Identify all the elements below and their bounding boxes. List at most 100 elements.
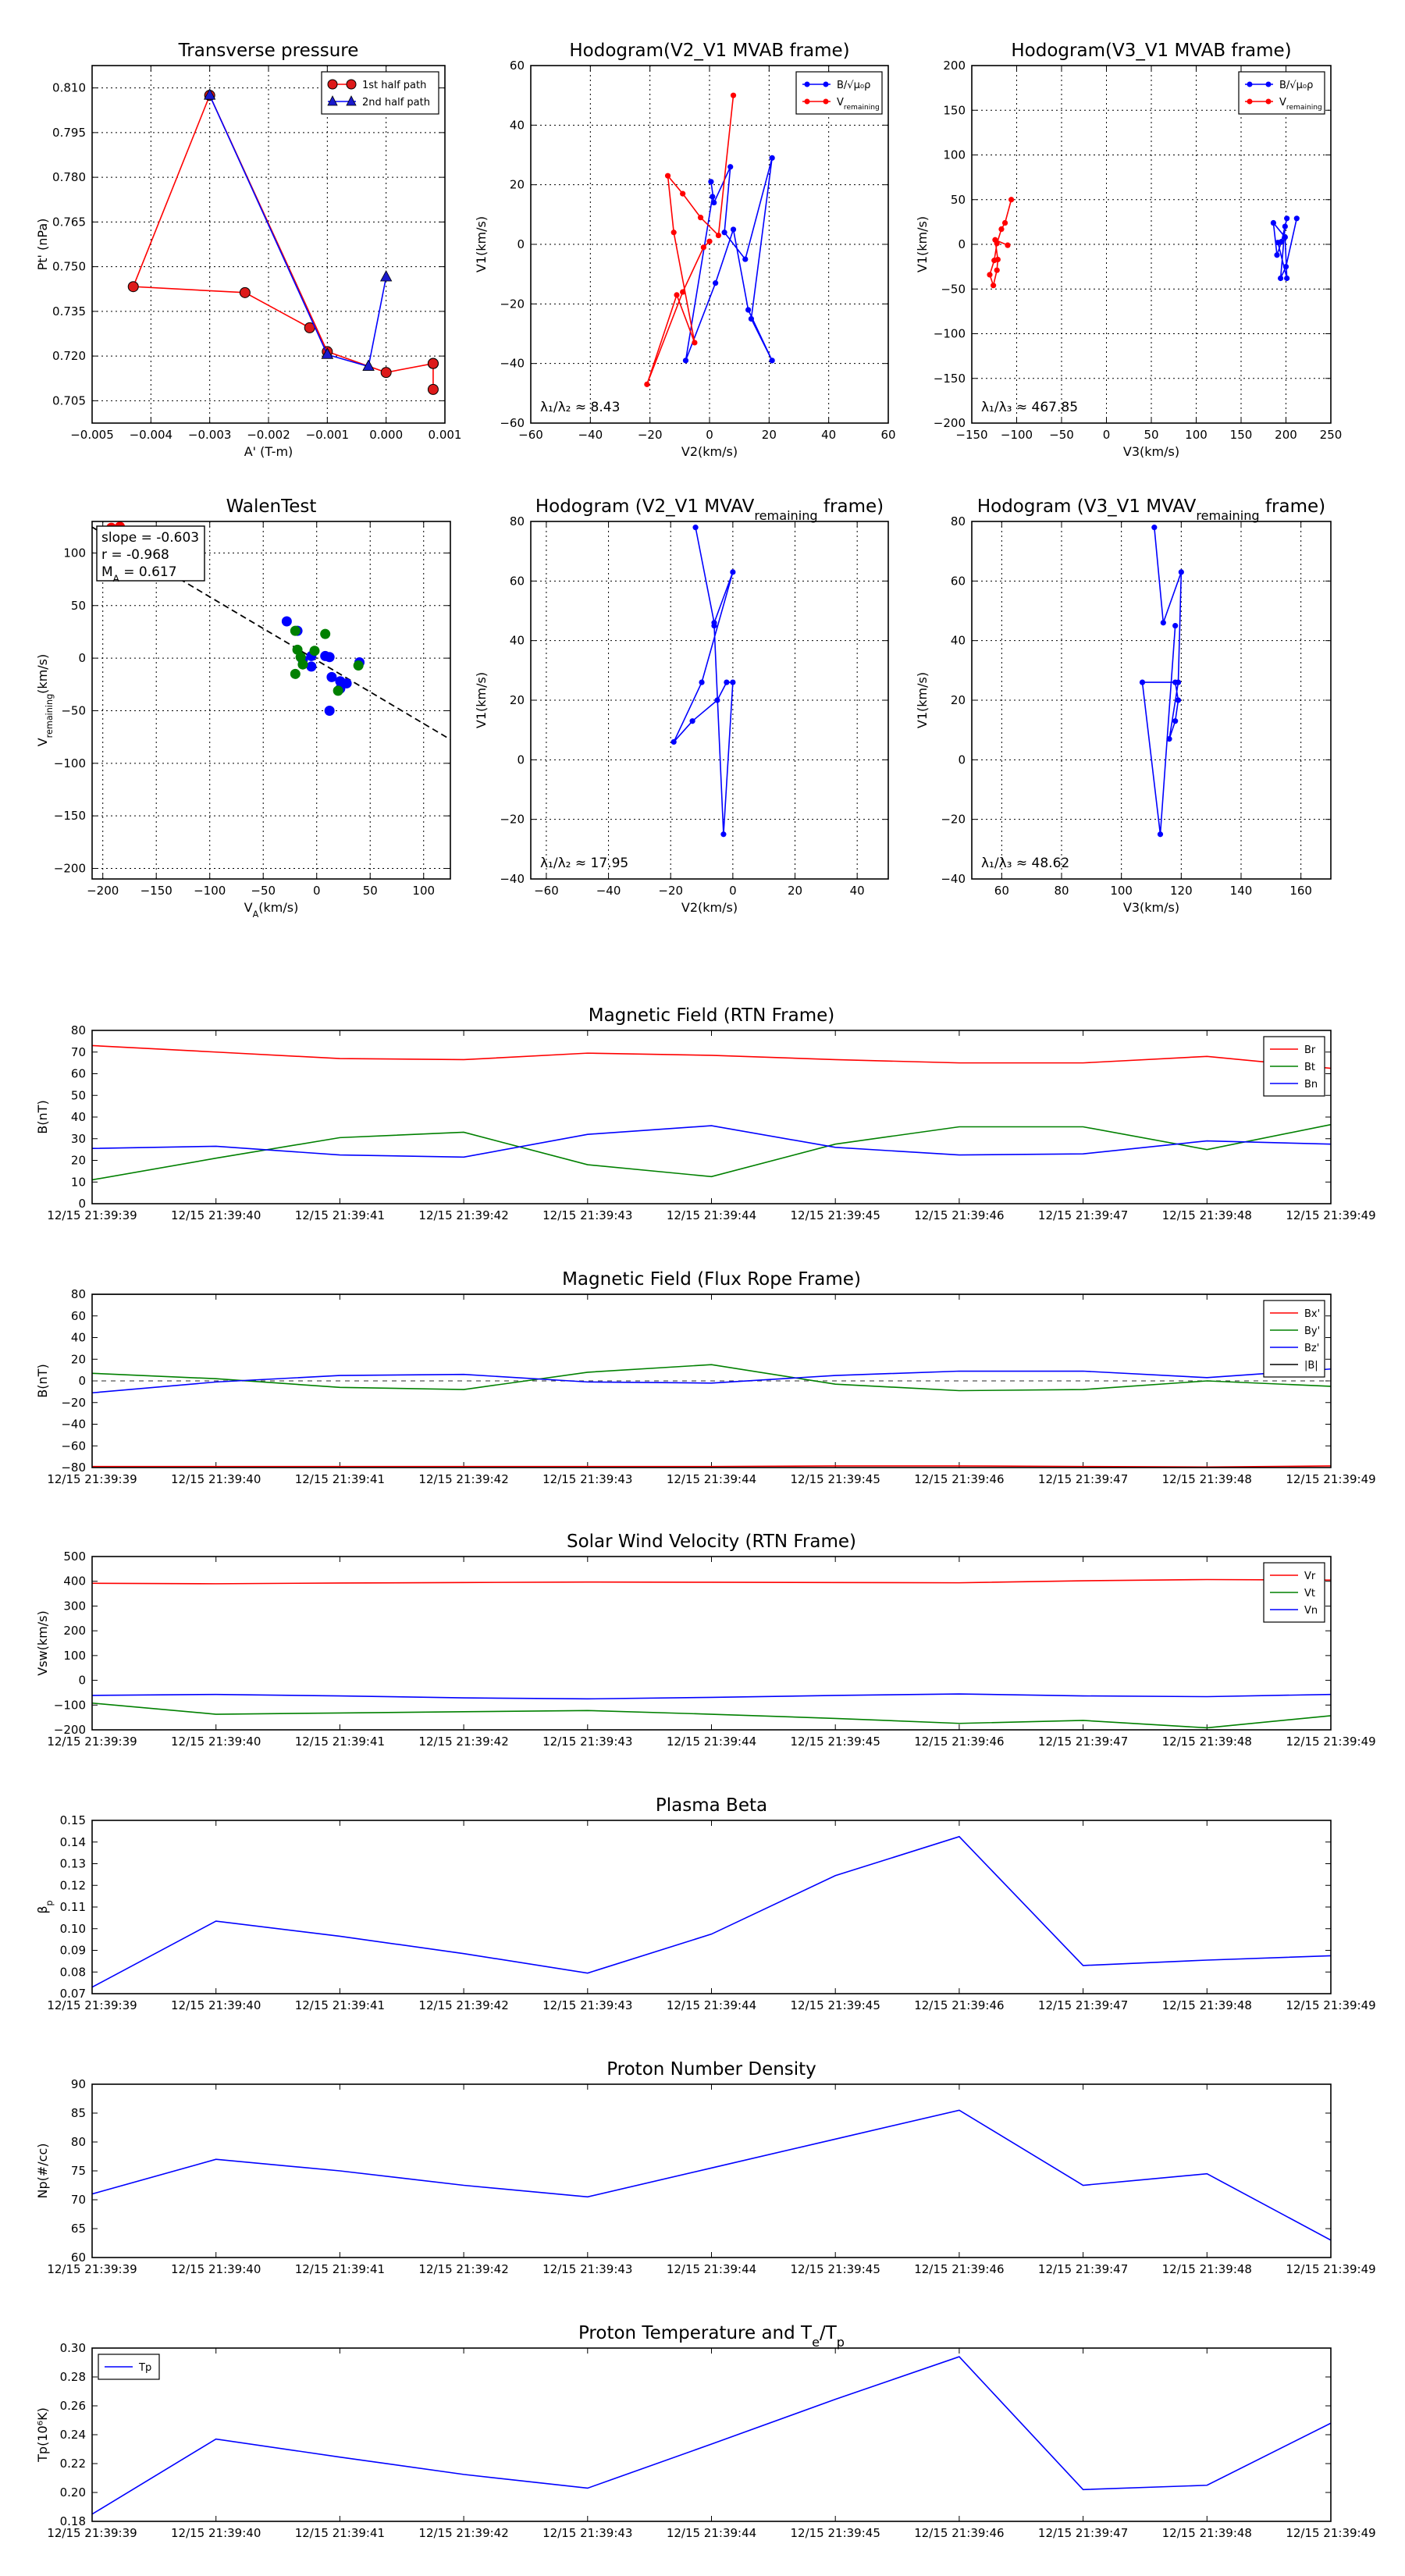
x-tick-label: 12/15 21:39:43 [542,2526,632,2540]
plot-area [987,197,1300,289]
x-tick-label: 12/15 21:39:39 [47,2526,137,2540]
data-point [699,679,705,685]
y-tick-label: 0.10 [60,1922,86,1936]
x-tick-label: 12/15 21:39:42 [418,1472,508,1486]
series-0 [92,1835,1331,1988]
label-text: frame) [1260,496,1326,517]
x-tick-label: 12/15 21:39:46 [914,1208,1004,1222]
data-point [1284,215,1290,222]
x-tick-label: −0.004 [130,428,173,442]
x-tick-label: 12/15 21:39:49 [1286,2262,1375,2276]
data-point [1293,215,1300,222]
y-tick-label: 30 [71,1132,86,1146]
x-tick-label: 12/15 21:39:44 [667,1472,756,1486]
y-tick-label: 0 [78,1197,86,1211]
label-text: Bn [1304,1079,1318,1091]
data-point [306,661,317,672]
x-tick-label: −0.002 [247,428,290,442]
y-tick-label: 0 [78,651,86,665]
chart-title: Plasma Beta [656,1795,767,1816]
x-tick-label: −50 [251,884,276,898]
y-tick-label: 100 [63,546,86,560]
data-point [321,347,334,359]
plot-area [92,2356,1331,2515]
x-axis-label: V2(km/s) [681,444,738,459]
plot-area [1139,525,1184,838]
chart-tp_temp: Proton Temperature and Te/Tp 12/15 21:39:… [35,2323,1376,2540]
data-point [692,525,699,531]
label-text: Vn [1304,1605,1318,1617]
chart-title: Solar Wind Velocity (RTN Frame) [567,1532,856,1552]
legend: Vr Vt Vn [1263,1562,1325,1623]
x-tick-label: −0.001 [306,428,350,442]
legend-marker [327,79,338,90]
label-text: V1(km/s) [915,672,930,728]
y-tick-label: −200 [934,416,966,430]
legend-label: 1st half path [362,80,426,91]
label-text: (km/s) [258,900,298,915]
label-text: WalenTest [226,496,317,517]
legend-marker [823,98,829,105]
data-point [1274,252,1280,258]
series-vt [92,1702,1331,1729]
x-tick-label: 0 [729,884,737,898]
legend-marker [804,98,810,105]
legend: Br Bt Bn [1263,1036,1325,1097]
x-tick-label: 12/15 21:39:47 [1038,1735,1128,1749]
series-line [92,1578,1331,1585]
x-tick-label: 200 [1275,428,1297,442]
eigenvalue-ratio-annotation: λ₁/λ₃ ≈ 467.85 [981,400,1078,415]
y-tick-label: 80 [510,514,525,528]
y-tick-label: 75 [71,2164,86,2178]
x-tick-label: −200 [87,884,119,898]
x-tick-label: 12/15 21:39:47 [1038,1472,1128,1486]
label-text: Magnetic Field (RTN Frame) [589,1005,835,1026]
data-point [697,215,704,221]
chart-np: Proton Number Density 12/15 21:39:39 12/15… [35,2059,1376,2276]
y-tick-label: −40 [941,872,966,886]
label-text: Br [1304,1044,1316,1056]
x-tick-label: 12/15 21:39:45 [791,1208,880,1222]
data-point [994,267,1000,273]
series-line [92,1465,1331,1468]
data-point [1005,242,1011,248]
series-line [92,1044,1331,1069]
chart-title: Magnetic Field (Flux Rope Frame) [562,1269,861,1290]
data-point [1172,622,1179,629]
plot-area [92,1294,1331,1468]
data-point [1175,697,1182,703]
label-text: Vt [1304,1588,1315,1599]
legend-label: Br [1304,1044,1316,1056]
data-point [1157,831,1164,838]
plot-frame [91,1556,1332,1731]
data-point [427,383,439,395]
series-line [208,94,387,368]
subscript-text: remaining [754,508,817,523]
data-point [730,569,736,575]
legend-label: By' [1304,1325,1320,1337]
data-point [1172,718,1179,724]
x-tick-label: 20 [762,428,777,442]
legend-box [795,71,883,115]
y-tick-label: −100 [54,1698,86,1712]
chart-mag_fr: Magnetic Field (Flux Rope Frame) 12/15 21… [35,1269,1376,1486]
x-tick-label: 12/15 21:39:49 [1286,2526,1375,2540]
eigenvalue-ratio-annotation: λ₁/λ₂ ≈ 17.95 [540,856,628,871]
label-text: V1(km/s) [474,216,489,272]
data-point [670,738,677,745]
x-tick-label: −40 [578,428,603,442]
label-text: V [35,738,50,746]
x-axis-label: VA(km/s) [244,900,299,920]
subscript-text: A [113,573,120,584]
label-text: Bz' [1304,1343,1319,1354]
label-text: Hodogram (V2_V1 MVAV [535,496,755,517]
y-tick-label: 85 [71,2106,86,2120]
plot-area [92,1578,1331,1729]
y-tick-label: 0.11 [60,1900,86,1914]
label-text: Plasma Beta [656,1795,767,1816]
x-tick-label: 12/15 21:39:48 [1162,1208,1252,1222]
y-tick-label: 200 [943,59,966,73]
data-point [730,679,736,685]
series-b- [1270,215,1300,282]
